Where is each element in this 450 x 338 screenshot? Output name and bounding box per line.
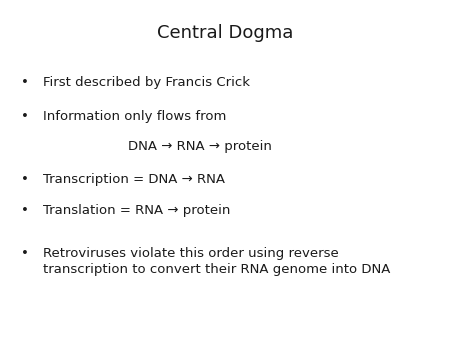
Text: DNA → RNA → protein: DNA → RNA → protein — [128, 140, 272, 153]
Text: •: • — [21, 247, 29, 260]
Text: Translation = RNA → protein: Translation = RNA → protein — [43, 204, 230, 217]
Text: Transcription = DNA → RNA: Transcription = DNA → RNA — [43, 173, 225, 186]
Text: •: • — [21, 76, 29, 89]
Text: •: • — [21, 173, 29, 186]
Text: Information only flows from: Information only flows from — [43, 110, 226, 123]
Text: First described by Francis Crick: First described by Francis Crick — [43, 76, 250, 89]
Text: •: • — [21, 110, 29, 123]
Text: •: • — [21, 204, 29, 217]
Text: Central Dogma: Central Dogma — [157, 24, 293, 42]
Text: Retroviruses violate this order using reverse
transcription to convert their RNA: Retroviruses violate this order using re… — [43, 247, 390, 276]
